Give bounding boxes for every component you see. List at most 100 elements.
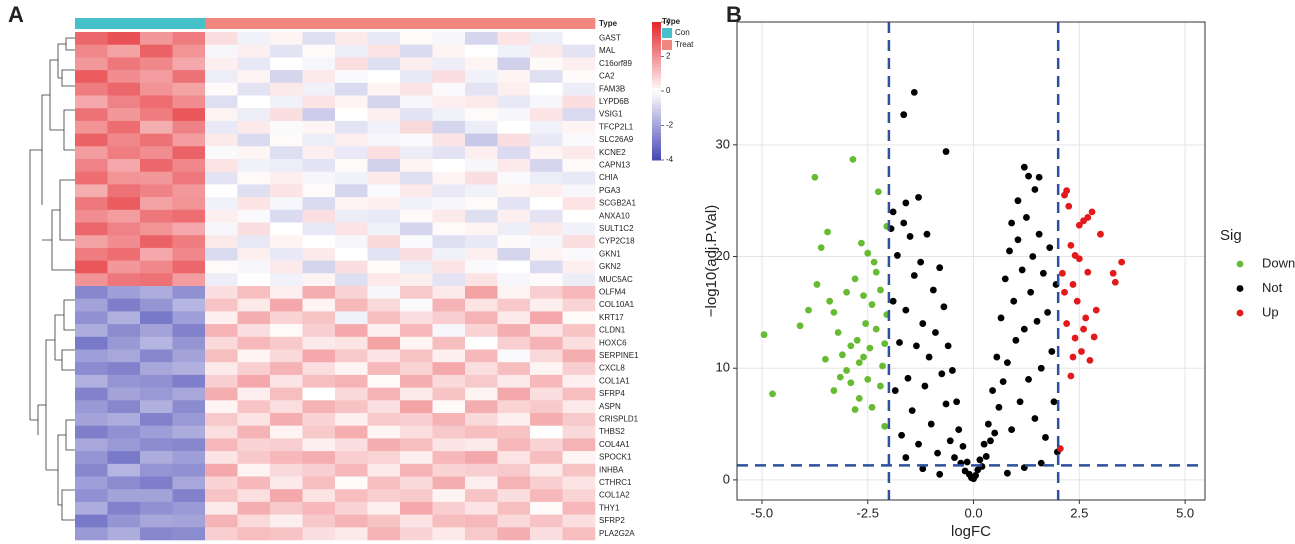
heatmap-cell <box>335 57 368 71</box>
heatmap-cell <box>75 298 108 312</box>
point <box>874 188 882 196</box>
heatmap-cell <box>302 349 336 363</box>
heatmap-cell <box>237 273 271 287</box>
heatmap-cell <box>140 463 173 477</box>
heatmap-cell <box>432 489 466 503</box>
heatmap-cell <box>400 120 433 134</box>
heatmap-cell <box>562 336 596 350</box>
heatmap-cell <box>205 44 238 58</box>
heatmap-cell <box>400 82 433 96</box>
heatmap-cell <box>497 57 531 71</box>
point <box>906 233 914 240</box>
point <box>893 252 901 259</box>
colorbar-step <box>652 139 661 144</box>
heatmap-cell <box>172 438 206 452</box>
heatmap-cell <box>465 451 498 465</box>
point <box>1090 333 1098 341</box>
colorbar-step <box>652 104 661 109</box>
heatmap-cell <box>335 501 368 515</box>
heatmap-cell <box>270 476 303 490</box>
colorbar-step <box>652 128 661 133</box>
heatmap-cell <box>530 286 563 299</box>
point <box>915 193 922 201</box>
heatmap-cell <box>140 57 173 71</box>
heatmap-cell <box>107 349 141 363</box>
heatmap-cell <box>562 463 596 477</box>
heatmap-cell <box>237 527 271 541</box>
heatmap-cell <box>432 463 466 477</box>
heatmap-cell <box>302 298 336 312</box>
heatmap-cell <box>432 184 466 198</box>
heatmap-cell <box>367 120 401 134</box>
colorbar-label: 4 <box>666 17 671 26</box>
heatmap-cell <box>465 159 498 172</box>
heatmap-cell <box>335 311 368 325</box>
heatmap-cell <box>107 197 141 211</box>
heatmap-cell <box>237 286 271 299</box>
colorbar-step <box>652 70 661 75</box>
heatmap-cell <box>465 235 498 249</box>
heatmap-cell <box>302 324 336 338</box>
heatmap-cell <box>75 44 108 58</box>
gene-label: THY1 <box>599 503 620 512</box>
point <box>982 453 990 460</box>
heatmap-cell <box>270 400 303 414</box>
gene-label: GKN2 <box>599 262 621 271</box>
heatmap-cell <box>75 413 108 426</box>
heatmap-cell <box>432 32 466 45</box>
heatmap-cell <box>400 95 433 109</box>
type-cell <box>140 18 173 29</box>
heatmap-cell <box>107 260 141 274</box>
heatmap-cell <box>107 44 141 58</box>
point <box>1037 364 1045 372</box>
heatmap-cell <box>432 260 466 274</box>
gene-label: OLFM4 <box>599 287 626 296</box>
point <box>913 342 920 350</box>
gene-label: ASPN <box>599 402 621 411</box>
heatmap-cell <box>140 324 173 338</box>
heatmap-cell <box>205 463 238 477</box>
heatmap-cell <box>205 362 238 376</box>
heatmap-cell <box>562 298 596 312</box>
heatmap-cell <box>107 108 141 122</box>
heatmap-cell <box>205 400 238 414</box>
heatmap-cell <box>75 400 108 414</box>
heatmap-cell <box>432 222 466 236</box>
heatmap-cell <box>367 387 401 401</box>
heatmap-cell <box>75 235 108 249</box>
heatmap-cell <box>302 70 336 84</box>
heatmap-cell <box>107 336 141 350</box>
colorbar-step <box>652 149 661 154</box>
point <box>902 454 910 461</box>
type-cell <box>400 18 433 29</box>
heatmap-cell <box>465 527 498 541</box>
heatmap-cell <box>530 146 563 160</box>
gene-label: CA2 <box>599 72 615 81</box>
heatmap-cell <box>335 324 368 338</box>
legend-label: Up <box>1262 304 1279 319</box>
y-tick-label: 10 <box>716 360 730 375</box>
point <box>944 342 952 350</box>
heatmap-cell <box>172 133 206 147</box>
point <box>1016 398 1024 406</box>
heatmap-cell <box>432 438 466 452</box>
heatmap-cell <box>237 476 271 490</box>
heatmap-cell <box>140 362 173 376</box>
heatmap-cell <box>205 501 238 515</box>
heatmap-cell <box>172 400 206 414</box>
heatmap-cell <box>270 514 303 528</box>
heatmap-cell <box>432 247 466 261</box>
point <box>851 275 859 283</box>
gene-label: PLA2G2A <box>599 529 635 538</box>
heatmap-cell <box>400 159 433 172</box>
type-cell <box>465 18 498 29</box>
gene-label: PGA3 <box>599 186 621 195</box>
heatmap-cell <box>530 184 563 198</box>
heatmap-cell <box>270 336 303 350</box>
heatmap-cell <box>140 184 173 198</box>
heatmap-cell <box>335 273 368 287</box>
heatmap-cell <box>497 273 531 287</box>
point <box>963 458 971 466</box>
point <box>1063 320 1071 327</box>
heatmap-cell <box>530 349 563 363</box>
